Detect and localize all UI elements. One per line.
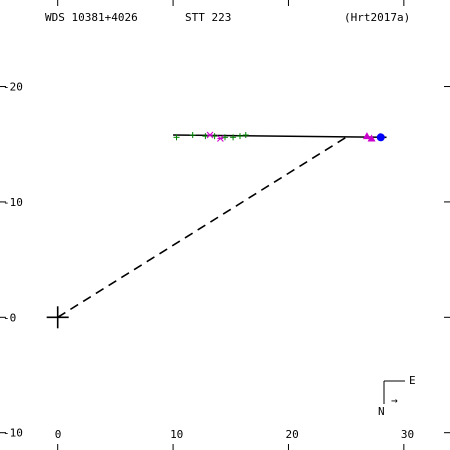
y-tick-label: -10	[3, 427, 23, 440]
observation-markers	[173, 131, 385, 142]
compass-east-label: E	[409, 374, 416, 387]
plus-marker	[230, 134, 237, 141]
x-tick-label: 0	[55, 428, 62, 441]
x-tick-label: 20	[285, 428, 298, 441]
reference-label: (Hrt2017a)	[344, 11, 410, 24]
wds-id-label: WDS 10381+4026	[45, 11, 138, 24]
plus-marker	[202, 133, 209, 140]
asterisk-marker	[217, 135, 224, 142]
plus-marker	[211, 133, 218, 140]
discoverer-label: STT 223	[185, 11, 231, 24]
compass-arrow: →	[391, 394, 398, 407]
plus-marker	[173, 134, 180, 141]
x-tick-label: 30	[401, 428, 414, 441]
triangle-marker	[367, 134, 376, 142]
y-tick-label: -10	[3, 196, 23, 209]
triangle-marker	[362, 132, 371, 140]
plus-marker	[222, 134, 228, 141]
axis-tick-labels: 0 10 20 30 -10 -0 -10 -20	[3, 81, 414, 441]
y-tick-label: -0	[3, 311, 16, 324]
compass-north-label: N	[378, 405, 385, 418]
x-tick-label: 10	[170, 428, 183, 441]
plus-marker	[189, 132, 196, 138]
primary-star-marker	[46, 306, 69, 329]
plus-marker	[242, 132, 249, 138]
asterisk-marker	[206, 131, 214, 139]
compass: E N →	[378, 374, 416, 418]
plus-marker	[237, 133, 243, 140]
y-tick-label: -20	[3, 81, 23, 94]
current-position-marker	[376, 133, 385, 142]
dashed-projection-line	[57, 136, 347, 318]
